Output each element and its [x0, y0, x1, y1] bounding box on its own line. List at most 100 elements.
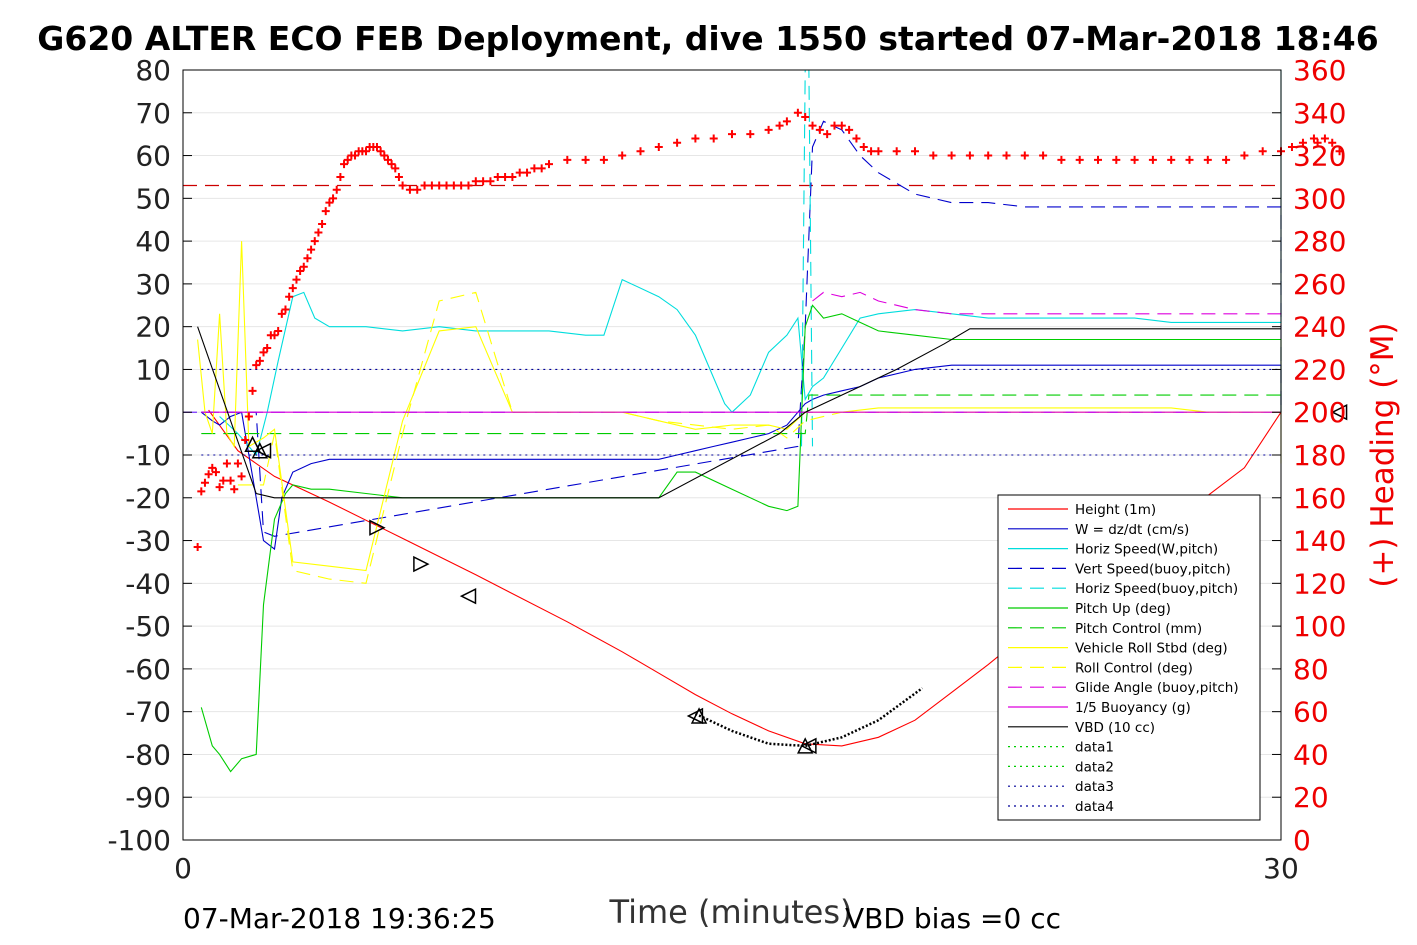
heading-point [1240, 151, 1249, 160]
heading-point [285, 292, 294, 301]
axis-ticks: 80706050403020100-10-20-30-40-50-60-70-8… [107, 54, 1346, 885]
chart-title: G620 ALTER ECO FEB Deployment, dive 1550… [37, 19, 1378, 58]
heading-point [457, 181, 466, 190]
legend-label: Glide Angle (buoy,pitch) [1075, 680, 1239, 696]
y2-tick-label: 60 [1293, 696, 1329, 729]
legend-label: data2 [1075, 759, 1114, 775]
series-line [237, 291, 1281, 584]
footer-vbd-bias: VBD bias =0 cc [845, 902, 1061, 935]
heading-point [1222, 155, 1231, 164]
heading-point [1298, 138, 1307, 147]
heading-point [248, 386, 257, 395]
heading-point [208, 463, 217, 472]
heading-point [815, 125, 824, 134]
y2-tick-label: 240 [1293, 311, 1346, 344]
heading-point [449, 181, 458, 190]
heading-point [1313, 138, 1322, 147]
y-tick-label: 70 [135, 97, 171, 130]
legend-label: data4 [1075, 799, 1114, 815]
heading-point [307, 245, 316, 254]
triangle-marker [459, 587, 477, 605]
y-tick-label: 50 [135, 182, 171, 215]
y2-tick-label: 20 [1293, 781, 1329, 814]
heading-point [244, 412, 253, 421]
series-line [201, 120, 1282, 537]
heading-point [947, 151, 956, 160]
heading-point [1203, 155, 1212, 164]
heading-point [1112, 155, 1121, 164]
y-tick-label: -80 [125, 738, 171, 771]
heading-point [420, 181, 429, 190]
legend-label: data1 [1075, 740, 1114, 756]
heading-point [405, 185, 414, 194]
heading-point [867, 147, 876, 156]
heading-point [292, 275, 301, 284]
y-tick-label: -40 [125, 567, 171, 600]
reference-lines [183, 184, 1281, 413]
triangle-marker [1330, 404, 1348, 421]
heading-point [321, 207, 330, 216]
heading-point [413, 185, 422, 194]
heading-point [599, 155, 608, 164]
heading-point [222, 459, 231, 468]
heading-point [523, 168, 532, 177]
triangle-marker [254, 442, 272, 459]
heading-point [340, 160, 349, 169]
heading-point [830, 121, 839, 130]
series-line [200, 364, 1282, 551]
y2-tick-label: 320 [1293, 140, 1346, 173]
heading-point [471, 177, 480, 186]
y2-axis-label: (+) Heading (°M) [1365, 322, 1401, 587]
heading-point [728, 130, 736, 139]
heading-point [255, 356, 264, 365]
y-tick-label: 40 [135, 225, 171, 258]
y-tick-label: -70 [125, 696, 171, 729]
heading-point [1002, 151, 1011, 160]
heading-point [263, 344, 272, 353]
heading-point [1335, 147, 1344, 156]
y-tick-label: 60 [135, 140, 171, 173]
legend-label: 1/5 Buoyancy (g) [1075, 700, 1191, 716]
legend-label: data3 [1075, 779, 1114, 795]
legend-label: Horiz Speed(W,pitch) [1075, 542, 1218, 558]
heading-point [581, 155, 590, 164]
y-tick-label: -10 [125, 439, 171, 472]
heading-point [911, 147, 919, 156]
heading-point [764, 125, 773, 134]
y-tick-label: -30 [125, 525, 171, 558]
heading-point [545, 160, 553, 169]
heading-point [775, 121, 784, 130]
heading-point [654, 143, 663, 151]
triangle-marker [369, 519, 386, 536]
heading-point [372, 143, 381, 151]
y2-tick-label: 120 [1293, 567, 1346, 600]
y2-tick-label: 80 [1293, 653, 1329, 686]
heading-point [563, 155, 572, 164]
heading-point [1167, 155, 1176, 164]
heading-point [1148, 155, 1157, 164]
y2-tick-label: 220 [1293, 353, 1346, 386]
heading-point [259, 348, 268, 357]
legend-label: Vert Speed(buoy,pitch) [1075, 561, 1231, 577]
legend-label: Vehicle Roll Stbd (deg) [1075, 641, 1228, 657]
heading-point [1130, 155, 1139, 164]
y-tick-label: 10 [135, 353, 171, 386]
heading-point [1057, 155, 1066, 164]
heading-point [852, 134, 861, 143]
legend-label: Pitch Control (mm) [1075, 621, 1202, 637]
heading-point [1287, 143, 1296, 151]
heading-point [383, 155, 392, 164]
heading-point [215, 483, 224, 492]
heading-point [1039, 151, 1048, 160]
heading-point [479, 177, 488, 186]
heading-point [515, 168, 524, 177]
series-line [219, 70, 1282, 457]
heading-point [845, 125, 854, 134]
heading-point [508, 172, 517, 181]
heading-point [530, 164, 539, 173]
y-tick-label: -50 [125, 610, 171, 643]
heading-point [859, 143, 868, 151]
footer-timestamp: 07-Mar-2018 19:36:25 [183, 902, 496, 935]
heading-point [1320, 134, 1329, 143]
